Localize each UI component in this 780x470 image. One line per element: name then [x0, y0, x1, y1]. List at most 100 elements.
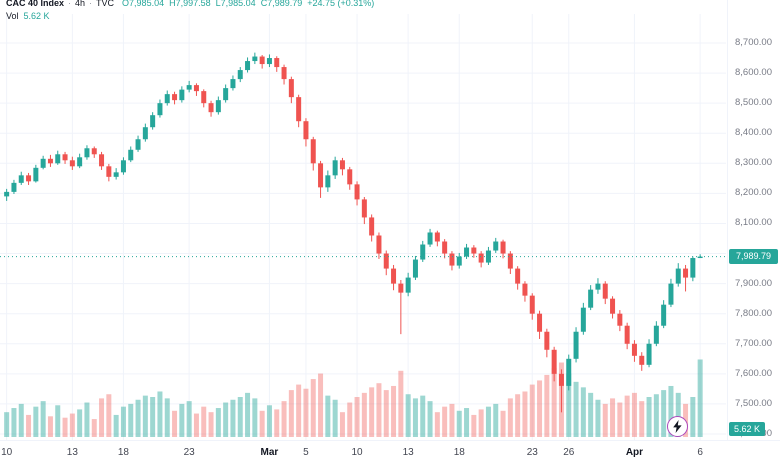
last-price-badge: 7,989.79	[729, 249, 778, 265]
volume-bar	[142, 395, 148, 437]
volume-bar	[537, 380, 543, 437]
volume-bar	[230, 399, 236, 437]
volume-bar	[157, 391, 163, 437]
volume-bar	[186, 401, 192, 437]
volume-bar	[529, 384, 535, 437]
time-axis-label: Mar	[260, 447, 279, 458]
candle-body	[40, 158, 46, 168]
candle-body	[135, 139, 141, 150]
volume-bar	[106, 394, 112, 437]
volume-bar	[310, 379, 316, 437]
candle-body	[471, 247, 477, 254]
candle-body	[558, 373, 564, 386]
candle-body	[544, 331, 550, 350]
candle-body	[537, 313, 543, 332]
volume-bar	[84, 402, 90, 437]
volume-bar	[653, 394, 659, 437]
price-axis-label: 8,200.00	[735, 187, 772, 199]
candle-body	[310, 139, 316, 164]
candle-body	[595, 283, 601, 290]
volume-bar	[442, 406, 448, 437]
candle-body	[500, 241, 506, 254]
volume-bar	[485, 406, 491, 437]
volume-bar	[391, 385, 397, 437]
candle-body	[391, 268, 397, 284]
symbol-name[interactable]: CAC 40 Index	[6, 0, 65, 8]
volume-bar	[602, 403, 608, 437]
volume-bar	[339, 412, 345, 437]
volume-bar	[215, 408, 221, 437]
legend-separator: ·	[89, 0, 93, 8]
candle-body	[434, 232, 440, 242]
volume-bar	[522, 391, 528, 437]
symbol-legend[interactable]: CAC 40 Index · 4h · TVC O7,985.04 H7,997…	[6, 0, 374, 8]
candle-body	[332, 160, 338, 176]
candle-body	[624, 325, 630, 344]
candle-body	[507, 253, 513, 269]
candle-body	[522, 283, 528, 296]
volume-bar	[281, 401, 287, 437]
volume-value: 5.62 K	[23, 11, 50, 21]
volume-bar	[18, 403, 24, 437]
volume-bar	[507, 398, 513, 437]
candle-body	[683, 268, 689, 278]
candle-body	[26, 175, 32, 182]
candle-body	[113, 172, 119, 177]
volume-bar	[91, 419, 97, 437]
volume-bar	[573, 381, 579, 437]
price-axis-label: 8,400.00	[735, 127, 772, 139]
candle-body	[602, 283, 608, 299]
candle-body	[361, 199, 367, 218]
candle-body	[354, 184, 360, 200]
candle-body	[631, 343, 637, 356]
volume-bar	[661, 390, 667, 437]
volume-bar	[398, 370, 404, 437]
volume-bar	[675, 392, 681, 437]
volume-bar	[697, 359, 703, 437]
volume-bar	[354, 397, 360, 437]
volume-bar	[172, 410, 178, 437]
boost-button[interactable]	[667, 416, 688, 437]
volume-bar	[464, 408, 470, 437]
time-axis-label: 5	[303, 447, 309, 458]
volume-bar	[266, 405, 272, 437]
volume-bar	[40, 401, 46, 437]
candle-body	[449, 253, 455, 266]
time-axis-label: 10	[351, 447, 363, 458]
volume-legend[interactable]: Vol 5.62 K	[6, 11, 50, 21]
candle-body	[412, 259, 418, 278]
time-axis-label: 13	[66, 447, 78, 458]
volume-bar	[318, 373, 324, 437]
volume-bar	[26, 414, 32, 437]
volume-bar	[47, 416, 53, 437]
candle-body	[478, 253, 484, 263]
interval-selector[interactable]: 4h	[75, 0, 86, 8]
volume-bar	[223, 402, 229, 437]
price-scale[interactable]: 8,700.00 8,600.00 8,500.00 8,400.00 8,300.00…	[727, 0, 780, 440]
volume-bar	[179, 403, 185, 437]
price-axis-label: 7,500.00	[735, 397, 772, 409]
candle-body	[208, 103, 214, 113]
volume-bar	[252, 398, 258, 437]
candle-body	[18, 175, 24, 183]
candle-body	[172, 94, 178, 101]
volume-bar	[128, 403, 134, 437]
candle-body	[493, 241, 499, 251]
candle-body	[697, 256, 703, 259]
candle-body	[128, 149, 134, 161]
volume-bar	[427, 401, 433, 437]
time-axis-label: 18	[453, 447, 465, 458]
volume-bar	[624, 395, 630, 437]
candle-body	[237, 70, 243, 80]
candle-body	[11, 182, 17, 192]
candle-body	[106, 166, 112, 177]
volume-bar	[595, 399, 601, 437]
candle-body	[179, 89, 185, 101]
candle-body	[690, 258, 696, 278]
time-scale[interactable]: 10 13 18 23 Mar 5 10 13 18 23 26 Apr 6	[0, 440, 780, 470]
candle-body	[4, 191, 10, 197]
volume-bar	[580, 387, 586, 437]
candle-body	[150, 115, 156, 128]
candle-body	[33, 167, 39, 182]
